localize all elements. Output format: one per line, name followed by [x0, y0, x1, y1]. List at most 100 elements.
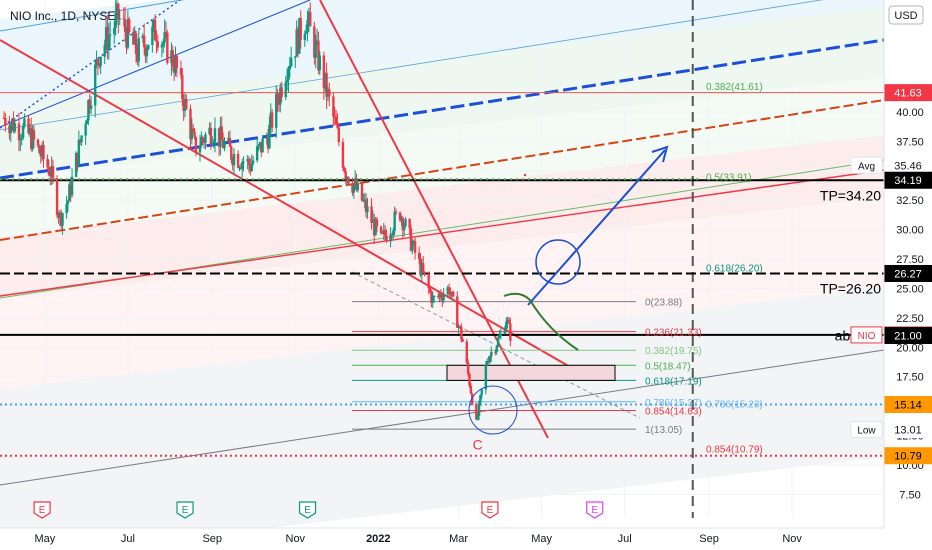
- candle-body: [181, 74, 184, 100]
- fib-lower-label-3: 0.5(18.47): [645, 361, 691, 372]
- candle-body: [344, 171, 347, 179]
- currency-button[interactable]: USD: [888, 5, 924, 25]
- candle-body: [494, 351, 497, 353]
- candle-body: [315, 40, 319, 43]
- candle-body: [351, 183, 354, 193]
- badge-value: 13.01: [894, 425, 922, 437]
- x-tick-label: Sep: [699, 533, 719, 545]
- price-badge-10-79[interactable]: 10.79: [884, 447, 932, 465]
- badge-value: 10.79: [894, 451, 922, 463]
- price-badge-13-01[interactable]: 13.01 Low: [850, 421, 932, 439]
- x-tick-label: Nov: [286, 533, 306, 545]
- badge-value: 15.14: [894, 400, 922, 412]
- badge-bg: [884, 327, 932, 345]
- candle-body: [212, 142, 215, 144]
- candle-body: [382, 229, 385, 234]
- candle-body: [332, 96, 335, 117]
- candle-body: [422, 263, 425, 272]
- x-tick-label: Mar: [449, 533, 468, 545]
- channel-mid-red-dashed[interactable]: [0, 99, 885, 241]
- candle-body: [145, 49, 149, 57]
- price-axis[interactable]: 7.5010.0012.5015.0017.5020.0022.5025.002…: [850, 0, 932, 550]
- channel-top-light-blue[interactable]: [0, 0, 884, 32]
- candle-body: [447, 287, 451, 295]
- candle-body: [438, 294, 441, 297]
- candle-body: [325, 72, 328, 97]
- candle-body: [79, 139, 82, 143]
- channel-line-blue-2[interactable]: [0, 0, 884, 131]
- candle-body: [8, 125, 11, 134]
- candle-body: [261, 138, 264, 153]
- trendline-blue-dotted[interactable]: [0, 0, 181, 129]
- annotation-tp-26-20[interactable]: TP=26.20: [820, 280, 881, 296]
- price-badge-21-00[interactable]: 21.00: [884, 327, 932, 345]
- candle-body: [153, 19, 157, 41]
- candle-body: [172, 66, 176, 73]
- fib-lower-label-2: 0.382(19.75): [645, 346, 702, 357]
- candle-body: [200, 137, 203, 146]
- abc-projection-dashed[interactable]: [351, 271, 641, 419]
- badge-value: 26.27: [894, 268, 922, 280]
- candle-body: [469, 385, 473, 394]
- badge-bg: [884, 84, 932, 102]
- drawing-tools[interactable]: [0, 0, 885, 518]
- candle-body: [232, 153, 236, 166]
- price-badge-35-46[interactable]: 35.46 Avg: [850, 156, 932, 174]
- candle-body: [446, 287, 449, 295]
- candle-body: [89, 105, 93, 109]
- earnings-marker-3[interactable]: E: [481, 501, 499, 519]
- candle-body: [280, 87, 283, 98]
- candle-body: [223, 141, 226, 148]
- candle-body: [401, 217, 405, 231]
- earnings-marker-2[interactable]: E: [298, 501, 317, 519]
- candle-body: [355, 179, 358, 191]
- candle-body: [27, 118, 30, 134]
- candle-body: [322, 55, 326, 89]
- candle-body: [488, 356, 492, 363]
- price-badge-34-19[interactable]: 34.19: [884, 171, 932, 189]
- candle-body: [104, 27, 108, 45]
- candle-body: [99, 56, 102, 67]
- badge-bg: [884, 264, 932, 282]
- trendline-blue-thin[interactable]: [0, 0, 311, 128]
- earnings-marker-1[interactable]: E: [176, 501, 194, 519]
- price-badge-41-63[interactable]: 41.63: [884, 84, 932, 102]
- earnings-icon: [33, 501, 51, 519]
- earnings-marker-0[interactable]: E: [33, 501, 51, 519]
- price-badge-15-14[interactable]: 15.14: [884, 396, 932, 414]
- candle-body: [236, 153, 240, 168]
- tag-bg: [850, 156, 883, 174]
- support-zone-box[interactable]: [446, 364, 616, 381]
- tag-bg: [850, 421, 883, 439]
- fib-upper-label-2: 0.618(26.20): [706, 263, 763, 274]
- earnings-marker-4[interactable]: E: [586, 501, 604, 519]
- candle-body: [217, 128, 221, 147]
- candle-body: [51, 166, 55, 179]
- channel-mid-blue[interactable]: [0, 38, 885, 180]
- candle-body: [65, 204, 68, 214]
- candle-body: [221, 139, 225, 148]
- candle-body: [21, 126, 25, 139]
- time-axis[interactable]: E E E E E May Jul Sep Nov 2022 Mar May Jul Sep Nov: [0, 501, 884, 550]
- candle-body: [269, 112, 272, 125]
- candle-body: [96, 58, 100, 64]
- candle-body: [260, 142, 263, 153]
- earnings-icon: [586, 501, 604, 519]
- projection-arrow: [527, 149, 666, 306]
- candle-body: [468, 373, 471, 386]
- candle-body: [402, 226, 406, 231]
- candle-body: [509, 323, 512, 341]
- candle-body: [137, 38, 140, 62]
- price-badge-26-27[interactable]: 26.27: [884, 264, 932, 282]
- channel-bottom-gray[interactable]: [0, 349, 885, 486]
- x-tick-label: 2022: [366, 533, 390, 545]
- annotation-tp-34-20[interactable]: TP=34.20: [820, 187, 881, 203]
- candle-body: [136, 54, 139, 62]
- candle-body: [461, 339, 464, 342]
- fib-lower-label-0: 0(23.88): [645, 298, 682, 309]
- earnings-label: E: [591, 505, 598, 516]
- candle-body: [400, 217, 403, 221]
- candle-body: [471, 393, 474, 405]
- candle-body: [392, 230, 395, 236]
